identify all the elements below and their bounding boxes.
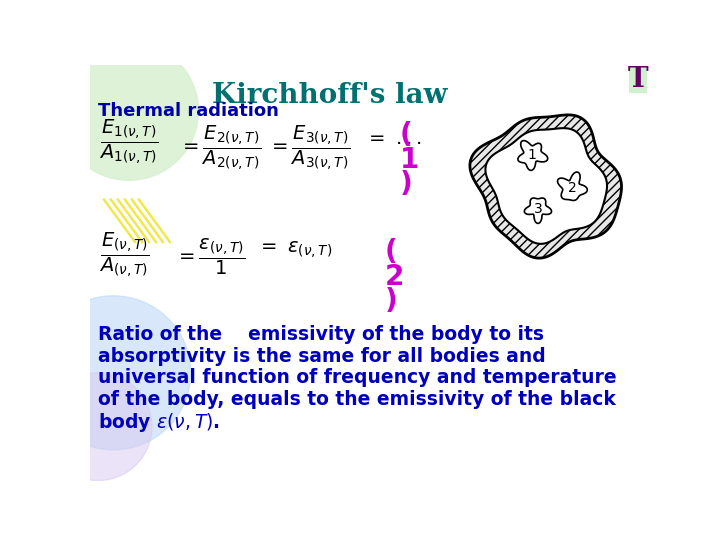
Text: Kirchhoff's law: Kirchhoff's law — [212, 82, 448, 109]
Text: universal function of frequency and temperature: universal function of frequency and temp… — [98, 368, 616, 387]
Text: $=\dfrac{E_{2(\nu,T)}}{A_{2(\nu,T)}}$: $=\dfrac{E_{2(\nu,T)}}{A_{2(\nu,T)}}$ — [179, 123, 261, 172]
Text: $\dfrac{E_{1(\nu,T)}}{A_{1(\nu,T)}}$: $\dfrac{E_{1(\nu,T)}}{A_{1(\nu,T)}}$ — [99, 117, 158, 166]
Polygon shape — [485, 128, 607, 244]
Circle shape — [43, 373, 152, 481]
Text: $\mathit{1}$: $\mathit{1}$ — [527, 148, 536, 162]
Text: (
1
): ( 1 ) — [400, 121, 419, 198]
Text: of the body, equals to the emissivity of the black: of the body, equals to the emissivity of… — [98, 390, 616, 409]
Text: $=\dfrac{\varepsilon_{(\nu,T)}}{1}$: $=\dfrac{\varepsilon_{(\nu,T)}}{1}$ — [175, 237, 246, 277]
Text: $\mathit{3}$: $\mathit{3}$ — [533, 202, 543, 216]
Circle shape — [36, 296, 191, 450]
Text: $\dfrac{E_{(\nu,T)}}{A_{(\nu,T)}}$: $\dfrac{E_{(\nu,T)}}{A_{(\nu,T)}}$ — [99, 231, 150, 279]
Text: Ratio of the    emissivity of the body to its: Ratio of the emissivity of the body to i… — [98, 325, 544, 344]
Circle shape — [59, 42, 199, 180]
Text: Thermal radiation: Thermal radiation — [98, 102, 279, 120]
Text: body $\varepsilon(\nu,T)$.: body $\varepsilon(\nu,T)$. — [98, 411, 220, 434]
FancyBboxPatch shape — [629, 66, 647, 92]
Text: $=\ \varepsilon_{(\nu,T)}$: $=\ \varepsilon_{(\nu,T)}$ — [256, 240, 332, 260]
Text: $=\dfrac{E_{3(\nu,T)}}{A_{3(\nu,T)}}$: $=\dfrac{E_{3(\nu,T)}}{A_{3(\nu,T)}}$ — [269, 123, 351, 172]
Polygon shape — [557, 172, 588, 200]
Text: $=\ ...$: $=\ ...$ — [365, 130, 421, 148]
Polygon shape — [518, 140, 548, 170]
Text: absorptivity is the same for all bodies and: absorptivity is the same for all bodies … — [98, 347, 546, 366]
Polygon shape — [524, 198, 552, 224]
Text: (
2
): ( 2 ) — [384, 238, 404, 315]
Polygon shape — [470, 115, 621, 258]
Text: T: T — [628, 66, 648, 93]
Text: $\mathit{2}$: $\mathit{2}$ — [567, 181, 577, 195]
